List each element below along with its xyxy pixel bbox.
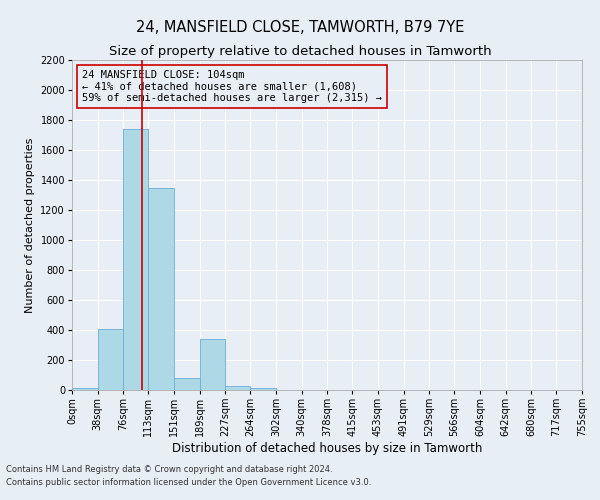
Bar (174, 378, 200, 390)
Bar (72, 388, 98, 390)
Bar (200, 339, 226, 390)
Text: 24 MANSFIELD CLOSE: 104sqm
← 41% of detached houses are smaller (1,608)
59% of s: 24 MANSFIELD CLOSE: 104sqm ← 41% of deta… (82, 70, 382, 103)
Bar (226, 386, 250, 390)
Bar (98, 328, 124, 390)
X-axis label: Distribution of detached houses by size in Tamworth: Distribution of detached houses by size … (172, 442, 482, 455)
Y-axis label: Number of detached properties: Number of detached properties (25, 138, 35, 312)
Bar (250, 388, 276, 390)
Text: Size of property relative to detached houses in Tamworth: Size of property relative to detached ho… (109, 45, 491, 58)
Text: Contains public sector information licensed under the Open Government Licence v3: Contains public sector information licen… (6, 478, 371, 487)
Bar (124, 129, 148, 390)
Text: Contains HM Land Registry data © Crown copyright and database right 2024.: Contains HM Land Registry data © Crown c… (6, 466, 332, 474)
Bar (148, 188, 174, 390)
Text: 24, MANSFIELD CLOSE, TAMWORTH, B79 7YE: 24, MANSFIELD CLOSE, TAMWORTH, B79 7YE (136, 20, 464, 35)
